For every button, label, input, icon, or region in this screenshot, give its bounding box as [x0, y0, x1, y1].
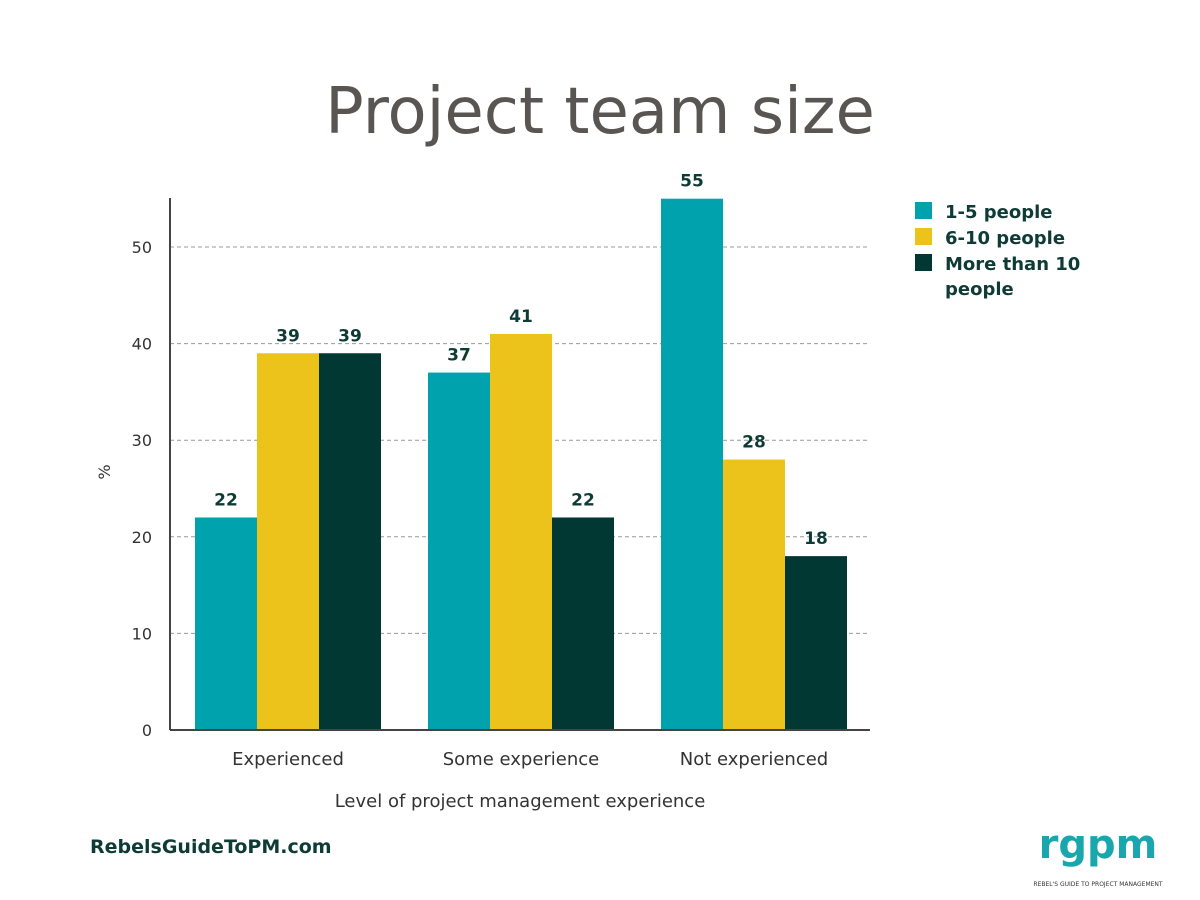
x-tick-label: Some experience	[443, 749, 600, 770]
bar	[723, 459, 785, 730]
y-tick-label: 10	[132, 624, 152, 643]
data-label: 28	[742, 433, 766, 453]
data-label: 41	[509, 307, 533, 327]
data-label: 18	[804, 529, 828, 549]
bar	[319, 353, 381, 730]
data-label: 39	[338, 326, 362, 346]
logo-tagline: REBEL'S GUIDE TO PROJECT MANAGEMENT	[1033, 881, 1162, 888]
bar	[785, 556, 847, 730]
y-tick-label: 20	[132, 528, 152, 547]
legend-swatch	[915, 228, 932, 245]
chart-title: Project team size	[325, 75, 875, 149]
bar	[195, 517, 257, 730]
y-axis-label: %	[95, 464, 114, 479]
legend-swatch	[915, 202, 932, 219]
legend-label: 1-5 people	[945, 202, 1053, 223]
bar	[552, 517, 614, 730]
data-label: 37	[447, 346, 471, 366]
bar	[661, 198, 723, 730]
x-axis-label: Level of project management experience	[335, 791, 706, 812]
legend-label: 6-10 people	[945, 228, 1065, 249]
website-link[interactable]: RebelsGuideToPM.com	[90, 836, 332, 858]
bar	[490, 333, 552, 730]
logo-text: rgpm	[1039, 822, 1158, 868]
y-tick-label: 40	[132, 335, 152, 354]
x-tick-label: Experienced	[232, 749, 344, 770]
y-tick-label: 0	[142, 721, 152, 740]
rgpm-logo: rgpm REBEL'S GUIDE TO PROJECT MANAGEMENT	[1033, 822, 1162, 888]
legend-label: More than 10 people	[945, 254, 1080, 300]
bar	[428, 372, 490, 730]
x-tick-label: Not experienced	[680, 749, 828, 770]
y-tick-label: 50	[132, 238, 152, 257]
data-label: 22	[214, 490, 238, 510]
data-label: 55	[680, 172, 704, 192]
y-tick-label: 30	[132, 431, 152, 450]
legend-swatch	[915, 254, 932, 271]
data-label: 39	[276, 326, 300, 346]
data-label: 22	[571, 490, 595, 510]
bar	[257, 353, 319, 730]
